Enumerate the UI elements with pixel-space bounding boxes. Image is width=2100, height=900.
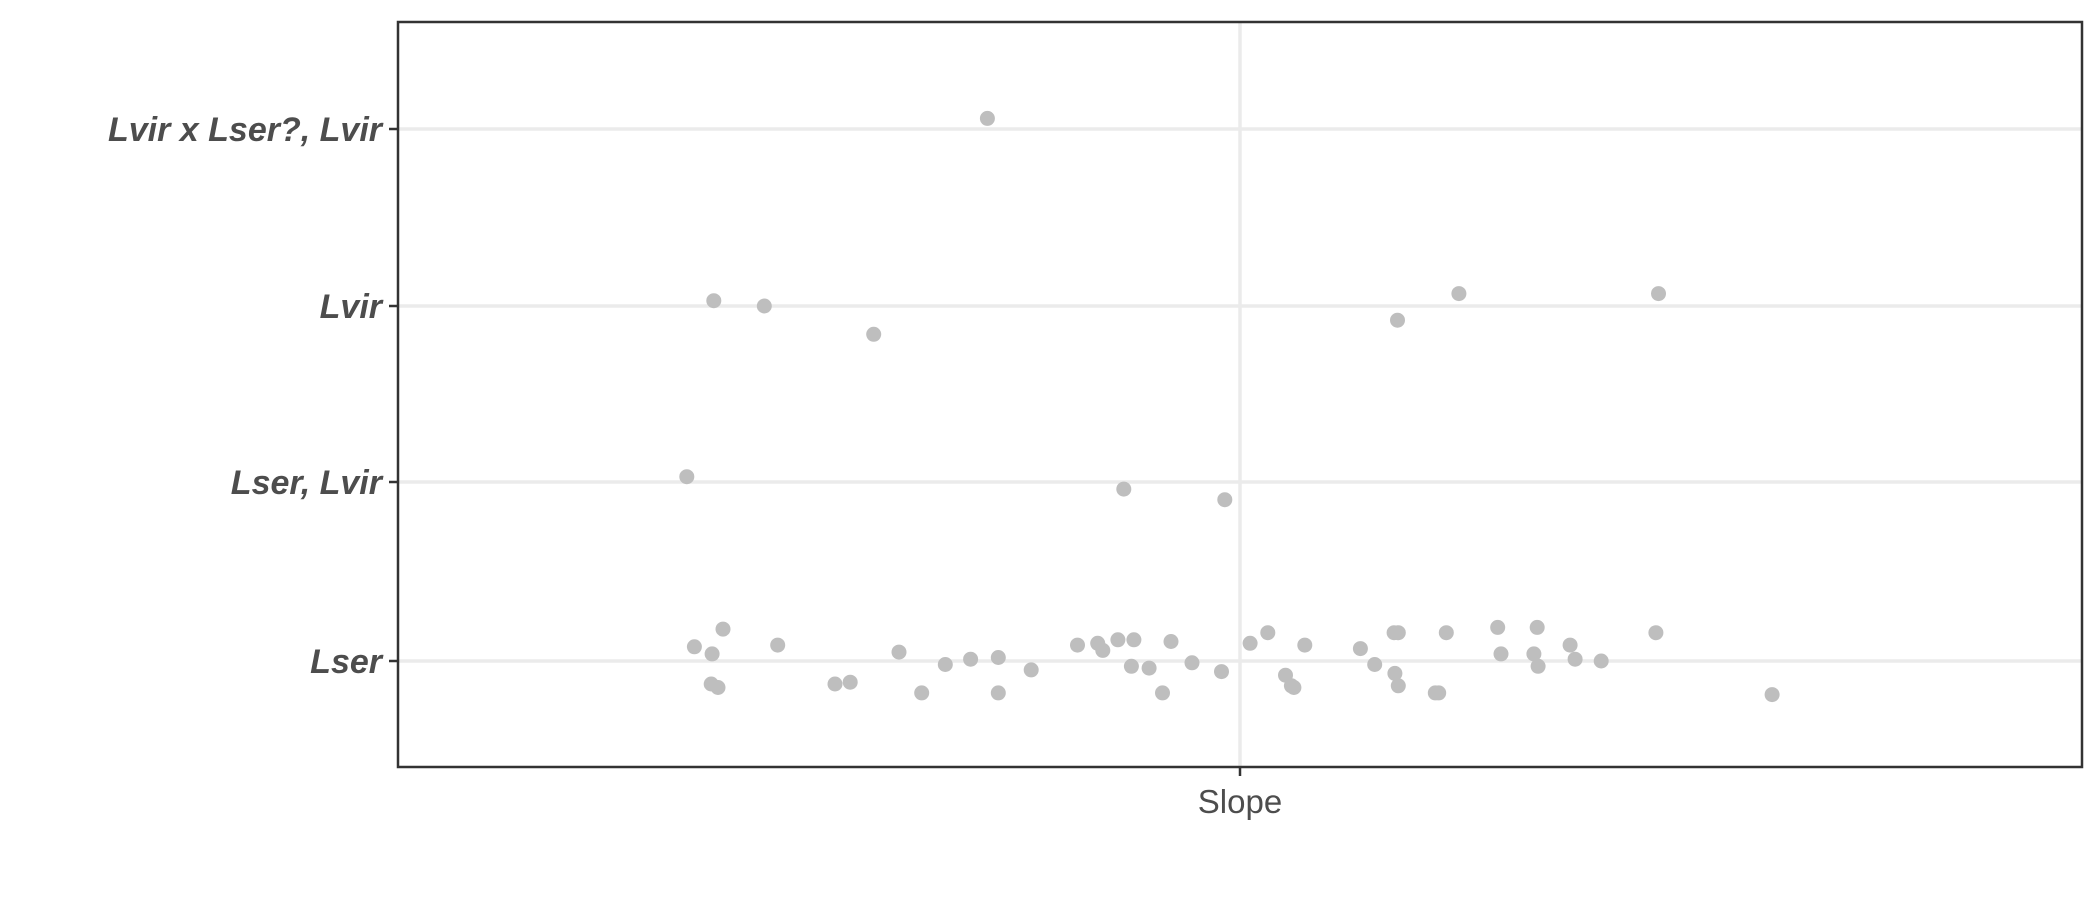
data-point	[1567, 651, 1583, 667]
y-tick-label: Lser, Lvir	[231, 464, 384, 502]
grid-lines	[398, 22, 2082, 767]
data-point	[1390, 625, 1406, 641]
data-point	[1431, 685, 1447, 701]
x-axis-ticks: Slope	[1198, 767, 1282, 820]
data-point	[1242, 635, 1258, 651]
data-point	[937, 657, 953, 672]
data-point	[1390, 312, 1405, 328]
x-tick-label: Slope	[1198, 783, 1282, 820]
data-point	[1217, 492, 1233, 508]
y-tick-label: Lvir x Lser?, Lvir	[108, 111, 384, 149]
data-point	[756, 298, 772, 314]
data-point	[715, 621, 731, 637]
data-point	[1214, 664, 1229, 680]
data-point	[679, 469, 695, 485]
data-point	[963, 651, 979, 667]
data-point	[979, 110, 995, 126]
data-point	[710, 680, 726, 695]
data-point	[1184, 655, 1200, 671]
data-point	[1352, 641, 1368, 657]
data-point	[1110, 632, 1126, 648]
data-point	[1390, 678, 1406, 694]
data-point	[990, 650, 1006, 665]
data-point	[1451, 286, 1467, 302]
data-point	[770, 637, 786, 653]
data-point	[1070, 637, 1085, 653]
data-point	[1764, 687, 1780, 703]
data-point	[1286, 680, 1302, 695]
data-point	[891, 644, 907, 660]
data-points	[679, 110, 1780, 703]
data-point	[1493, 646, 1509, 662]
data-point	[1648, 625, 1664, 641]
data-point	[1530, 658, 1546, 674]
data-point	[704, 646, 720, 662]
data-point	[1116, 481, 1132, 497]
data-point	[1438, 625, 1454, 641]
data-point	[914, 685, 930, 701]
data-point	[1023, 662, 1039, 678]
data-point	[1141, 660, 1157, 676]
data-point	[1126, 632, 1142, 648]
data-point	[1562, 637, 1578, 653]
data-point	[1526, 646, 1542, 662]
data-point	[1651, 286, 1666, 302]
data-point	[842, 674, 858, 690]
data-point	[1260, 625, 1276, 641]
y-tick-label: Lser	[310, 643, 384, 681]
data-point	[1529, 619, 1545, 635]
data-point	[1593, 653, 1609, 669]
data-point	[1297, 637, 1313, 653]
data-point	[827, 676, 843, 692]
data-point	[706, 293, 722, 309]
data-point	[1490, 619, 1506, 635]
data-point	[1367, 657, 1383, 672]
data-point	[1163, 634, 1179, 649]
data-point	[686, 639, 702, 655]
data-point	[1095, 642, 1111, 658]
y-axis-ticks: Lser Lser, Lvir Lvir Lvir x Lser?, Lvir	[108, 111, 398, 681]
data-point	[990, 685, 1006, 701]
data-point	[866, 326, 882, 342]
data-point	[1387, 665, 1403, 681]
data-point	[1155, 685, 1170, 701]
data-point	[1123, 658, 1139, 674]
y-tick-label: Lvir	[320, 288, 384, 326]
